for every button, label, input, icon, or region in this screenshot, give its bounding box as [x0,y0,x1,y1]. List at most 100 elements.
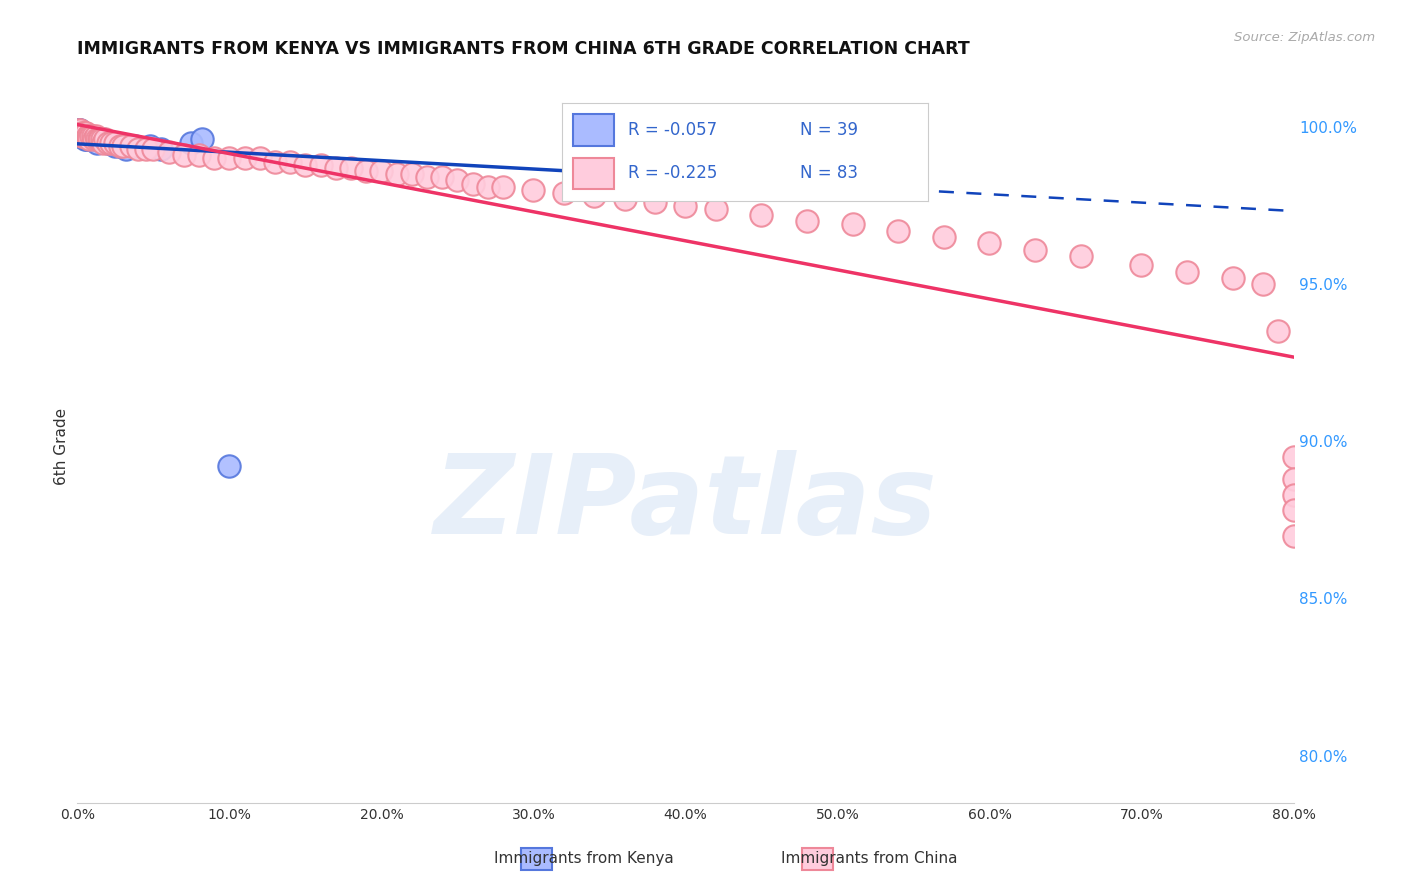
Text: N = 39: N = 39 [800,121,858,139]
Point [83,132,105,146]
Point [73,129,96,144]
Point [77,129,100,144]
Point [675,198,697,212]
Point [79,132,101,146]
Point [93,132,115,146]
Point [80,129,103,144]
Point [77,132,100,146]
Point [75,129,97,144]
Point [191,132,214,146]
Point [218,152,240,166]
Point [86,136,108,150]
Point [218,459,240,474]
Point [461,177,484,191]
Point [86,132,108,146]
Point [70,129,93,144]
Point [477,179,499,194]
Point [77,129,100,144]
Point [340,161,363,175]
Point [432,170,454,185]
Point [416,170,439,185]
Point [84,129,107,144]
Point [72,129,94,144]
Point [67,123,90,137]
Point [294,158,316,172]
Point [139,138,162,153]
FancyBboxPatch shape [574,158,613,189]
Point [979,236,1001,251]
Point [70,126,93,140]
Point [104,136,127,150]
Point [553,186,575,200]
Point [70,129,93,144]
Point [79,132,101,146]
Point [1175,264,1198,278]
Point [67,123,90,137]
Text: Immigrants from Kenya: Immigrants from Kenya [494,852,673,866]
Point [202,152,225,166]
Point [72,129,94,144]
Point [91,132,114,146]
Point [67,126,90,140]
Point [841,218,863,232]
Point [264,154,287,169]
Point [75,129,97,144]
Point [115,142,138,156]
FancyBboxPatch shape [574,114,613,145]
Point [522,183,544,197]
Point [108,138,131,153]
Point [325,161,347,175]
FancyBboxPatch shape [520,848,551,870]
Point [67,123,90,137]
Point [887,224,910,238]
Text: N = 83: N = 83 [800,164,858,182]
Point [446,173,468,187]
Point [100,136,122,150]
FancyBboxPatch shape [801,848,832,870]
Point [100,136,122,150]
Point [1282,528,1305,542]
Point [73,126,96,140]
Point [157,145,180,159]
Point [73,129,96,144]
Text: R = -0.057: R = -0.057 [628,121,717,139]
Point [72,126,94,140]
Point [492,179,515,194]
Point [124,138,146,153]
Point [69,129,91,144]
Point [1222,270,1244,285]
Point [598,123,620,137]
Point [644,195,666,210]
Point [1024,243,1046,257]
Point [108,138,131,153]
Point [69,126,91,140]
Point [278,154,301,169]
Point [127,142,149,156]
Point [188,148,211,162]
Point [91,136,114,150]
Y-axis label: 6th Grade: 6th Grade [53,408,69,484]
Point [84,132,107,146]
Point [932,230,955,244]
Point [89,132,111,146]
Point [568,123,591,137]
Point [79,129,101,144]
Point [385,167,408,181]
Point [104,138,127,153]
Point [354,164,377,178]
Point [1267,324,1289,338]
Point [1251,277,1274,292]
Text: Source: ZipAtlas.com: Source: ZipAtlas.com [1234,31,1375,45]
Point [135,142,157,156]
Text: R = -0.225: R = -0.225 [628,164,717,182]
Point [69,123,91,137]
Point [111,138,134,153]
Point [89,132,111,146]
Point [82,132,104,146]
Point [75,132,97,146]
Point [796,214,818,228]
Point [75,126,97,140]
Point [249,152,271,166]
Point [309,158,332,172]
Point [1282,450,1305,464]
